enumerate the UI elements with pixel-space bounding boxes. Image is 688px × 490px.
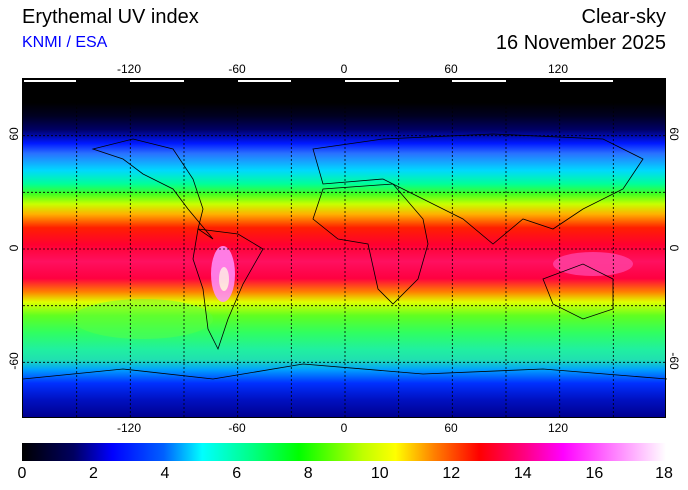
uv-index-map	[22, 78, 667, 419]
graticule	[23, 79, 667, 419]
lat-label-right: 60	[667, 127, 681, 141]
uv-blobs	[73, 246, 633, 339]
lon-label-bottom: 60	[444, 421, 458, 435]
north-america-coastline	[91, 138, 214, 240]
figure-title: Erythemal UV index	[22, 6, 199, 28]
colorbar-label: 4	[160, 465, 170, 482]
lon-label-top: -60	[228, 62, 246, 76]
frame-tick	[24, 80, 76, 82]
lat-label-right: -60	[667, 352, 681, 370]
lon-label-bottom: 0	[340, 421, 348, 435]
lat-label-left: 0	[7, 244, 21, 252]
andes-peak-uv	[219, 267, 229, 291]
map-overlay	[23, 79, 667, 419]
lon-label-top: 0	[340, 62, 348, 76]
lat-label-left: 60	[7, 127, 21, 141]
date-label: 16 November 2025	[495, 32, 666, 54]
eurasia-coastline	[312, 133, 644, 245]
colorbar-label: 16	[585, 465, 604, 482]
lat-label-right: 0	[667, 244, 681, 252]
colorbar-label: 12	[442, 465, 461, 482]
organization-label: KNMI / ESA	[22, 34, 108, 51]
lon-label-bottom: -120	[116, 421, 142, 435]
antarctica-coastline	[23, 363, 667, 380]
lon-label-bottom: 120	[547, 421, 569, 435]
frame-tick	[345, 80, 399, 82]
frame-tick	[452, 80, 506, 82]
sky-mode-label: Clear-sky	[581, 6, 666, 28]
frame-tick	[238, 80, 291, 82]
lon-label-top: 60	[444, 62, 458, 76]
colorbar-label: 2	[89, 465, 98, 482]
africa-coastline	[312, 183, 429, 305]
colorbar-label: 6	[232, 465, 242, 482]
colorbar-label: 10	[370, 465, 389, 482]
south-america-coastline	[192, 228, 264, 351]
frame-tick	[130, 80, 184, 82]
frame-tick	[560, 80, 613, 82]
colorbar-label: 14	[513, 465, 532, 482]
colorbar-label: 0	[17, 465, 27, 482]
south-pacific-green	[73, 299, 213, 339]
colorbar-label: 18	[655, 465, 673, 482]
maritime-high-uv	[553, 252, 633, 276]
colorbar	[22, 443, 666, 461]
lon-label-top: -120	[116, 62, 142, 76]
lon-label-bottom: -60	[228, 421, 246, 435]
lat-label-left: -60	[7, 352, 21, 370]
lon-label-top: 120	[547, 62, 569, 76]
colorbar-label: 8	[303, 465, 313, 482]
